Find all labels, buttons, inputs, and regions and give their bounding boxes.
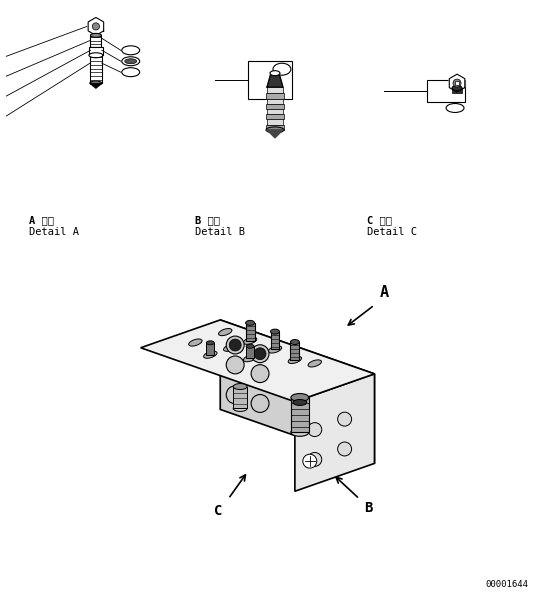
Ellipse shape [308, 453, 322, 466]
Ellipse shape [243, 355, 257, 362]
Bar [267, 99, 283, 104]
Bar [291, 397, 309, 432]
Ellipse shape [125, 59, 137, 64]
Text: 00001644: 00001644 [486, 579, 529, 588]
Text: A: A [379, 285, 388, 300]
Polygon shape [449, 74, 465, 92]
Polygon shape [141, 320, 374, 401]
Bar [89, 47, 103, 55]
Text: C 詳細: C 詳細 [367, 215, 393, 225]
Ellipse shape [233, 383, 247, 389]
Polygon shape [220, 320, 374, 463]
Ellipse shape [273, 63, 291, 75]
Polygon shape [90, 83, 102, 88]
Ellipse shape [93, 23, 100, 30]
Ellipse shape [268, 346, 282, 353]
Polygon shape [246, 323, 255, 341]
Bar [266, 104, 284, 109]
Bar [266, 93, 284, 99]
Ellipse shape [89, 53, 103, 58]
Polygon shape [270, 332, 280, 350]
Ellipse shape [122, 46, 140, 55]
Bar [267, 87, 283, 93]
Ellipse shape [452, 85, 462, 91]
Ellipse shape [251, 394, 269, 412]
Ellipse shape [122, 68, 140, 77]
Ellipse shape [246, 344, 254, 348]
Text: Detail C: Detail C [367, 227, 418, 237]
Bar [248, 61, 292, 99]
Bar [455, 81, 459, 85]
Polygon shape [206, 343, 214, 355]
Ellipse shape [251, 345, 269, 362]
Ellipse shape [291, 394, 309, 401]
Ellipse shape [226, 356, 244, 374]
Ellipse shape [243, 337, 257, 344]
Bar [266, 114, 284, 119]
Text: C: C [214, 504, 222, 518]
Ellipse shape [293, 400, 307, 406]
Ellipse shape [223, 344, 237, 352]
Polygon shape [246, 346, 254, 358]
Bar [267, 109, 283, 114]
Ellipse shape [229, 339, 241, 351]
Ellipse shape [266, 127, 284, 133]
Ellipse shape [203, 351, 217, 358]
Ellipse shape [246, 320, 255, 325]
Polygon shape [295, 374, 374, 491]
Ellipse shape [122, 56, 140, 66]
Text: B: B [365, 501, 373, 515]
Ellipse shape [338, 442, 352, 456]
Ellipse shape [308, 360, 321, 367]
Ellipse shape [90, 34, 101, 37]
Bar [267, 119, 283, 125]
Bar [233, 386, 247, 409]
Text: Detail A: Detail A [29, 227, 79, 237]
Polygon shape [220, 320, 374, 463]
Ellipse shape [189, 339, 202, 346]
Ellipse shape [338, 412, 352, 426]
Text: A 詳細: A 詳細 [29, 215, 54, 225]
Ellipse shape [251, 365, 269, 383]
Ellipse shape [270, 329, 280, 334]
Ellipse shape [254, 348, 266, 359]
Ellipse shape [219, 329, 232, 335]
Ellipse shape [308, 423, 322, 436]
Ellipse shape [288, 356, 301, 364]
Ellipse shape [226, 386, 244, 404]
Polygon shape [267, 130, 283, 138]
Text: B 詳細: B 詳細 [195, 215, 220, 225]
Ellipse shape [206, 341, 214, 345]
Polygon shape [267, 73, 283, 87]
Polygon shape [291, 342, 299, 360]
Bar [427, 80, 465, 102]
Bar [452, 88, 462, 93]
Ellipse shape [226, 336, 244, 354]
Ellipse shape [291, 340, 299, 344]
Bar [90, 55, 102, 83]
Ellipse shape [291, 429, 309, 436]
Ellipse shape [303, 454, 317, 468]
Bar [266, 125, 284, 130]
Text: C: C [192, 336, 200, 350]
Bar [90, 35, 101, 47]
Ellipse shape [453, 79, 461, 87]
Ellipse shape [270, 71, 280, 76]
Text: Detail B: Detail B [195, 227, 246, 237]
Ellipse shape [233, 406, 247, 412]
Ellipse shape [446, 103, 464, 112]
Ellipse shape [90, 81, 102, 85]
Polygon shape [88, 17, 104, 35]
